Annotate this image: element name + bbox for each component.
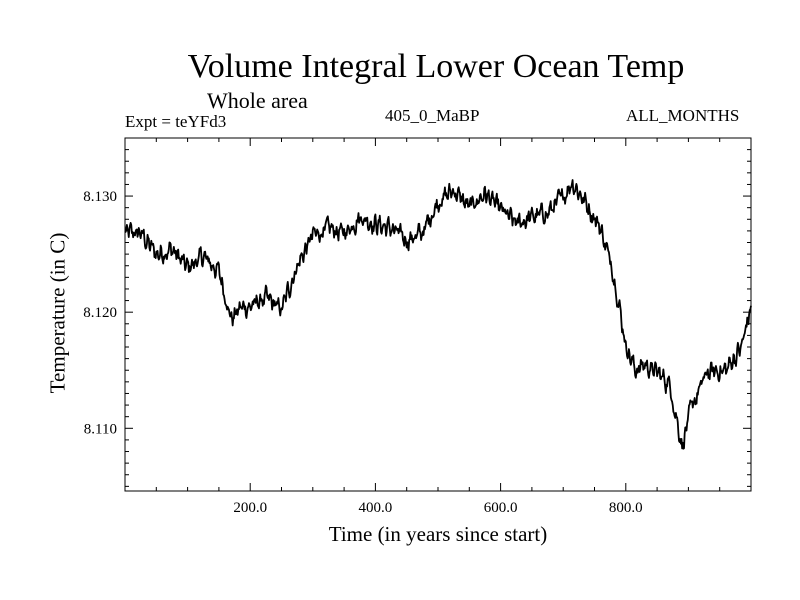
x-tick-label: 200.0 [233,500,267,516]
tick-labels: 200.0 400.0 600.0 800.0 8.110 8.120 8.130 [83,189,642,516]
experiment-label: Expt = teYFd3 [125,112,227,131]
x-tick-label: 400.0 [359,500,393,516]
axis-ticks [125,137,751,491]
x-tick-label: 600.0 [484,500,518,516]
y-tick-label: 8.110 [84,421,117,437]
series-line-temperature [124,179,752,450]
x-tick-label: 800.0 [609,500,643,516]
y-tick-label: 8.130 [83,189,117,205]
chart-subtitle: Whole area [207,88,308,113]
run-label: 405_0_MaBP [385,106,480,125]
months-label: ALL_MONTHS [626,106,740,125]
y-tick-label: 8.120 [83,305,117,321]
plot-frame [124,137,752,492]
chart-title: Volume Integral Lower Ocean Temp [187,48,685,85]
x-axis-label: Time (in years since start) [328,522,548,546]
